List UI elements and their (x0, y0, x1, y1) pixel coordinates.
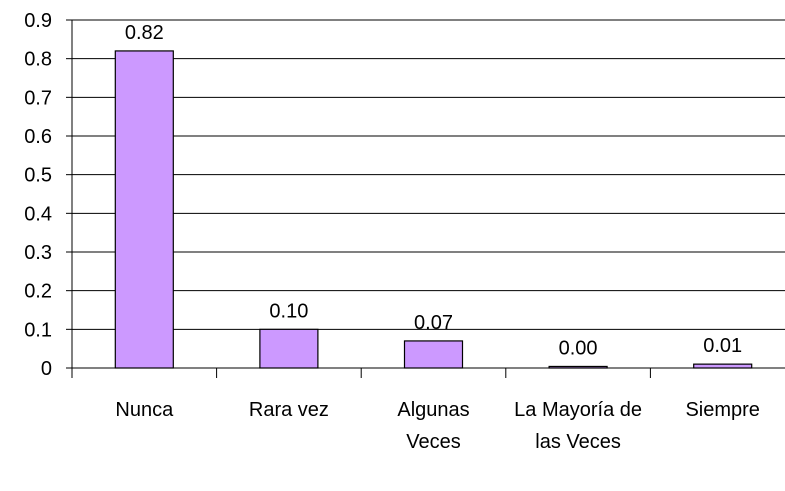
y-tick-label: 0.6 (24, 126, 52, 148)
y-tick-label: 0.8 (24, 49, 52, 71)
value-label: 0.82 (125, 22, 164, 44)
x-tick-label: Siempre (685, 399, 760, 421)
x-tick-label: Algunas Veces (397, 399, 470, 453)
y-tick-label: 0.2 (24, 281, 52, 303)
y-tick-label: 0.1 (24, 319, 52, 341)
value-label: 0.00 (559, 337, 598, 359)
y-tick-label: 0.7 (24, 87, 52, 109)
x-tick-label: Rara vez (248, 399, 329, 421)
bar (403, 340, 464, 369)
bar (114, 50, 174, 369)
y-tick-label: 0.9 (24, 10, 52, 32)
bar (259, 328, 319, 369)
bar (693, 363, 753, 369)
x-tick-label: Nunca (115, 399, 174, 421)
value-label: 0.01 (703, 335, 742, 357)
y-tick-label: 0.3 (24, 242, 52, 264)
y-tick-label: 0 (41, 358, 52, 380)
value-label: 0.10 (269, 300, 308, 322)
y-tick-label: 0.4 (24, 203, 52, 225)
x-tick-label: La Mayoría de las Veces (514, 399, 643, 453)
y-tick-label: 0.5 (24, 165, 52, 187)
value-label: 0.07 (414, 312, 453, 334)
